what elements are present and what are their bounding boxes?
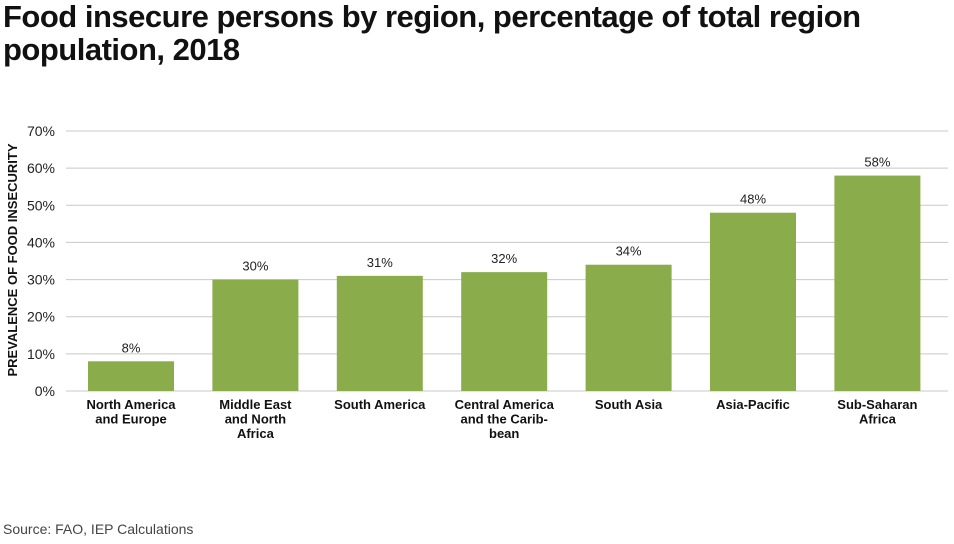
y-tick-label: 30%	[27, 272, 55, 288]
y-tick-label: 20%	[27, 309, 55, 325]
data-label: 34%	[616, 244, 642, 259]
source-note: Source: FAO, IEP Calculations	[3, 521, 194, 537]
bar	[585, 264, 672, 391]
data-labels: 8% 30% 31% 32% 34% 48% 58%	[122, 155, 891, 356]
y-tick-label: 40%	[27, 234, 55, 250]
bar	[336, 275, 423, 391]
y-tick-label: 0%	[35, 383, 55, 399]
y-axis-label: PREVALENCE OF FOOD INSECURITY	[5, 143, 20, 376]
x-tick-label: South Asia	[595, 397, 663, 412]
data-label: 31%	[367, 255, 393, 270]
x-tick-label: Asia-Pacific	[716, 397, 790, 412]
bar	[212, 279, 299, 391]
y-tick-label: 50%	[27, 197, 55, 213]
bar	[834, 175, 921, 391]
y-tick-label: 70%	[27, 123, 55, 139]
bar	[461, 272, 548, 391]
x-tick-label: Central America and the Carib-bean	[455, 397, 555, 441]
data-label: 30%	[242, 259, 268, 274]
y-axis-ticks: 0% 10% 20% 30% 40% 50% 60% 70%	[27, 123, 55, 399]
bars	[88, 175, 921, 391]
x-tick-label: South America	[334, 397, 426, 412]
bar	[88, 361, 174, 391]
y-tick-label: 60%	[27, 160, 55, 176]
chart-title: Food insecure persons by region, percent…	[3, 0, 861, 67]
bar	[710, 212, 796, 391]
data-label: 32%	[491, 251, 517, 266]
data-label: 48%	[740, 192, 766, 207]
x-axis-category-labels: North America and Europe Middle East and No…	[86, 397, 917, 441]
data-label: 8%	[122, 340, 141, 355]
x-tick-label: Sub-Saharan Africa	[837, 397, 917, 427]
x-tick-label: Middle East and North Africa	[219, 397, 292, 441]
data-label: 58%	[864, 155, 890, 170]
y-tick-label: 10%	[27, 346, 55, 362]
x-tick-label: North America and Europe	[86, 397, 176, 427]
